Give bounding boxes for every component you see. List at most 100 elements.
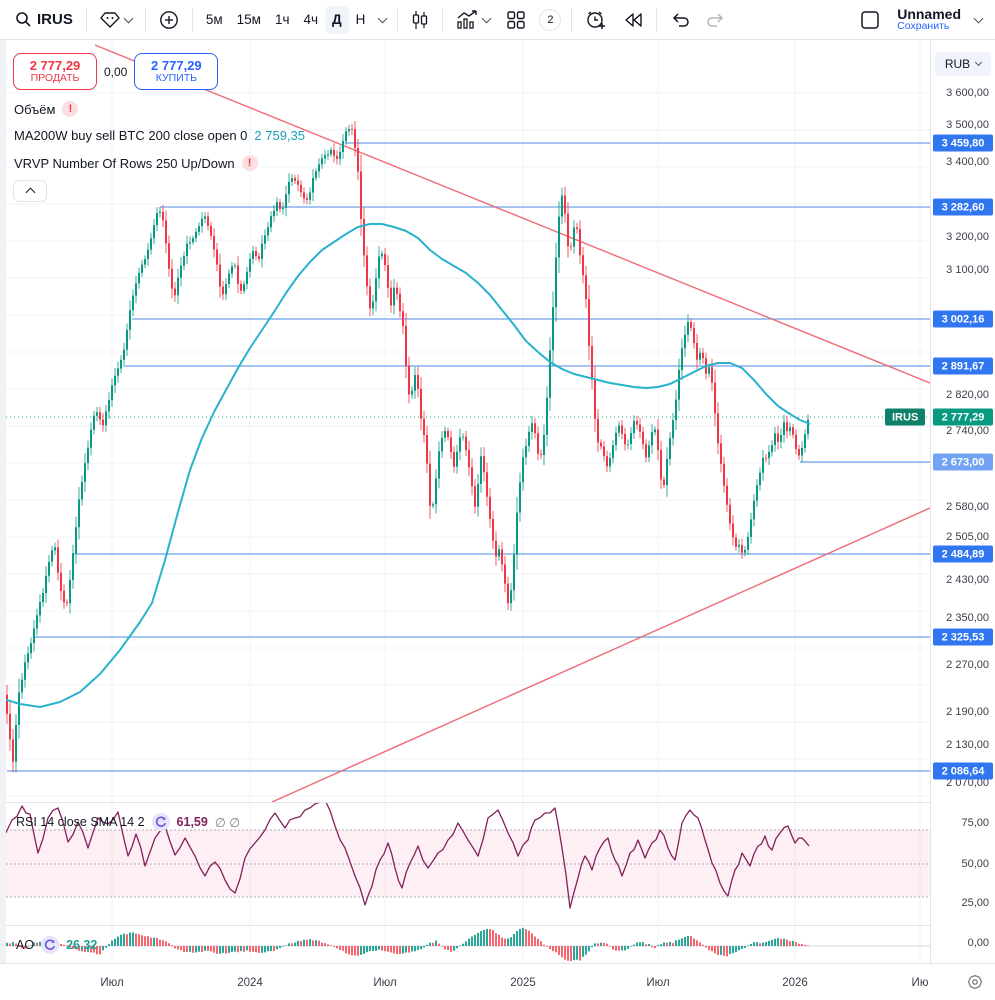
spread-value: 0,00	[104, 64, 128, 79]
divider	[571, 7, 573, 32]
interval-4ч[interactable]: 4ч	[297, 6, 326, 34]
interval-Д[interactable]: Д	[325, 5, 349, 34]
refresh-icon[interactable]	[151, 813, 170, 831]
chart-style-button[interactable]	[404, 5, 436, 35]
interval-5м[interactable]: 5м	[199, 6, 230, 34]
level-price-badge: 2 086,64	[933, 762, 993, 780]
ao-title: AO	[16, 938, 35, 952]
collapse-legend-button[interactable]	[13, 180, 47, 202]
alert-clock-plus-icon	[587, 10, 606, 29]
refresh-icon[interactable]	[41, 936, 60, 954]
price-tick: 3 500,00	[946, 119, 989, 131]
level-price-badge: 3 002,16	[933, 310, 993, 328]
time-label: Июл	[373, 977, 397, 989]
alert-add-button[interactable]	[578, 5, 614, 35]
interval-1ч[interactable]: 1ч	[268, 6, 297, 34]
rsi-legend[interactable]: RSI 14 close SMA 14 2 61,59 ∅ ∅	[16, 813, 240, 831]
pane-separator[interactable]	[0, 802, 995, 803]
redo-icon	[707, 12, 724, 27]
price-tick: 2 580,00	[946, 501, 989, 513]
layout-select-button[interactable]	[852, 5, 888, 35]
redo-button[interactable]	[699, 5, 733, 35]
time-label: Ию	[911, 977, 929, 989]
compare-add-button[interactable]	[152, 5, 186, 35]
price-tick: 2 505,00	[946, 531, 989, 543]
interval-menu-button[interactable]	[374, 5, 391, 35]
bar-replay-button[interactable]	[616, 5, 650, 35]
price-tick: 2 130,00	[946, 739, 989, 751]
square-layout-icon	[861, 10, 879, 29]
top-toolbar: IRUS 5м 15м 1ч 4ч Д Н	[0, 0, 995, 40]
search-icon	[16, 12, 31, 27]
settings-gear-icon[interactable]	[967, 974, 983, 995]
buy-label: КУПИТЬ	[155, 71, 198, 84]
price-tick: 3 200,00	[946, 231, 989, 243]
undo-button[interactable]	[663, 5, 697, 35]
diamond-icon	[100, 11, 120, 28]
chevron-down-icon	[973, 13, 984, 23]
time-label: 2024	[237, 977, 263, 989]
price-axis[interactable]: RUB 3 600,00 3 500,00 3 400,00 3 200,00 3 10…	[930, 40, 995, 963]
legend-ma200w[interactable]: MA200W buy sell BTC 200 close open 0 2 7…	[14, 128, 305, 143]
vrvp-label: VRVP Number Of Rows 250 Up/Down	[14, 155, 235, 171]
legend-vrvp[interactable]: VRVP Number Of Rows 250 Up/Down !	[14, 155, 258, 171]
chevron-up-icon	[25, 187, 35, 198]
price-tick: 2 270,00	[946, 659, 989, 671]
rsi-pane[interactable]	[0, 802, 930, 925]
main-chart-pane[interactable]	[0, 40, 930, 802]
save-layout-button[interactable]: Unnamed Сохранить	[890, 5, 968, 35]
rewind-icon	[625, 12, 643, 27]
trade-panel: 2 777,29 ПРОДАТЬ 0,00 2 777,29 КУПИТЬ	[13, 53, 219, 90]
layout-grid-button[interactable]	[499, 5, 533, 35]
indicator-tick: 0,00	[967, 937, 989, 949]
layout-count-button[interactable]: 2	[535, 5, 565, 35]
save-menu-button[interactable]	[970, 5, 987, 35]
volume-label: Объём	[14, 101, 56, 117]
interval-Н[interactable]: Н	[349, 6, 373, 34]
time-label: 2026	[782, 977, 808, 989]
indicator-tick: 50,00	[961, 858, 989, 870]
save-label: Сохранить	[897, 20, 950, 33]
legend-volume[interactable]: Объём !	[14, 101, 79, 117]
rsi-null-values: ∅ ∅	[214, 815, 241, 830]
price-tick: 2 740,00	[946, 425, 989, 437]
buy-button[interactable]: 2 777,29 КУПИТЬ	[134, 53, 219, 90]
sell-button[interactable]: 2 777,29 ПРОДАТЬ	[13, 53, 97, 90]
symbol-search-button[interactable]: IRUS	[8, 5, 80, 35]
buy-price: 2 777,29	[151, 57, 202, 73]
rsi-value: 61,59	[176, 815, 208, 829]
price-tick: 2 350,00	[946, 612, 989, 624]
price-tick: 2 430,00	[946, 574, 989, 586]
time-axis[interactable]: Июл 2024 Июл 2025 Июл 2026 Ию	[0, 963, 995, 1000]
divider	[397, 7, 399, 32]
price-tick: 2 190,00	[946, 706, 989, 718]
time-label: 2025	[510, 977, 536, 989]
ideas-menu-button[interactable]	[93, 5, 139, 35]
interval-group: 5м 15м 1ч 4ч Д Н	[199, 5, 373, 34]
warning-icon[interactable]: !	[62, 101, 79, 117]
ao-pane[interactable]	[0, 925, 930, 963]
grid-layout-icon	[507, 10, 526, 29]
ao-legend[interactable]: AO 26,32	[16, 936, 97, 954]
level-price-badge: 3 282,60	[933, 198, 993, 216]
left-toolbar-strip[interactable]	[0, 40, 6, 963]
divider	[85, 7, 87, 32]
interval-15м[interactable]: 15м	[230, 6, 268, 34]
indicators-icon	[457, 9, 478, 29]
indicators-button[interactable]	[449, 5, 497, 35]
time-label: Июл	[100, 977, 124, 989]
ma200w-value: 2 759,35	[254, 128, 306, 143]
candlestick-icon	[413, 10, 428, 29]
ao-value: 26,32	[66, 938, 98, 952]
level-price-badge: 2 673,00	[933, 453, 993, 471]
divider	[656, 7, 658, 32]
warning-icon[interactable]: !	[241, 155, 258, 171]
currency-selector[interactable]: RUB	[935, 52, 991, 76]
price-tick: 3 400,00	[946, 156, 989, 168]
undo-icon	[673, 12, 690, 27]
chevron-down-icon	[975, 58, 983, 67]
pane-separator[interactable]	[0, 925, 995, 926]
chevron-down-icon	[481, 13, 492, 23]
price-tick: 3 600,00	[946, 87, 989, 99]
